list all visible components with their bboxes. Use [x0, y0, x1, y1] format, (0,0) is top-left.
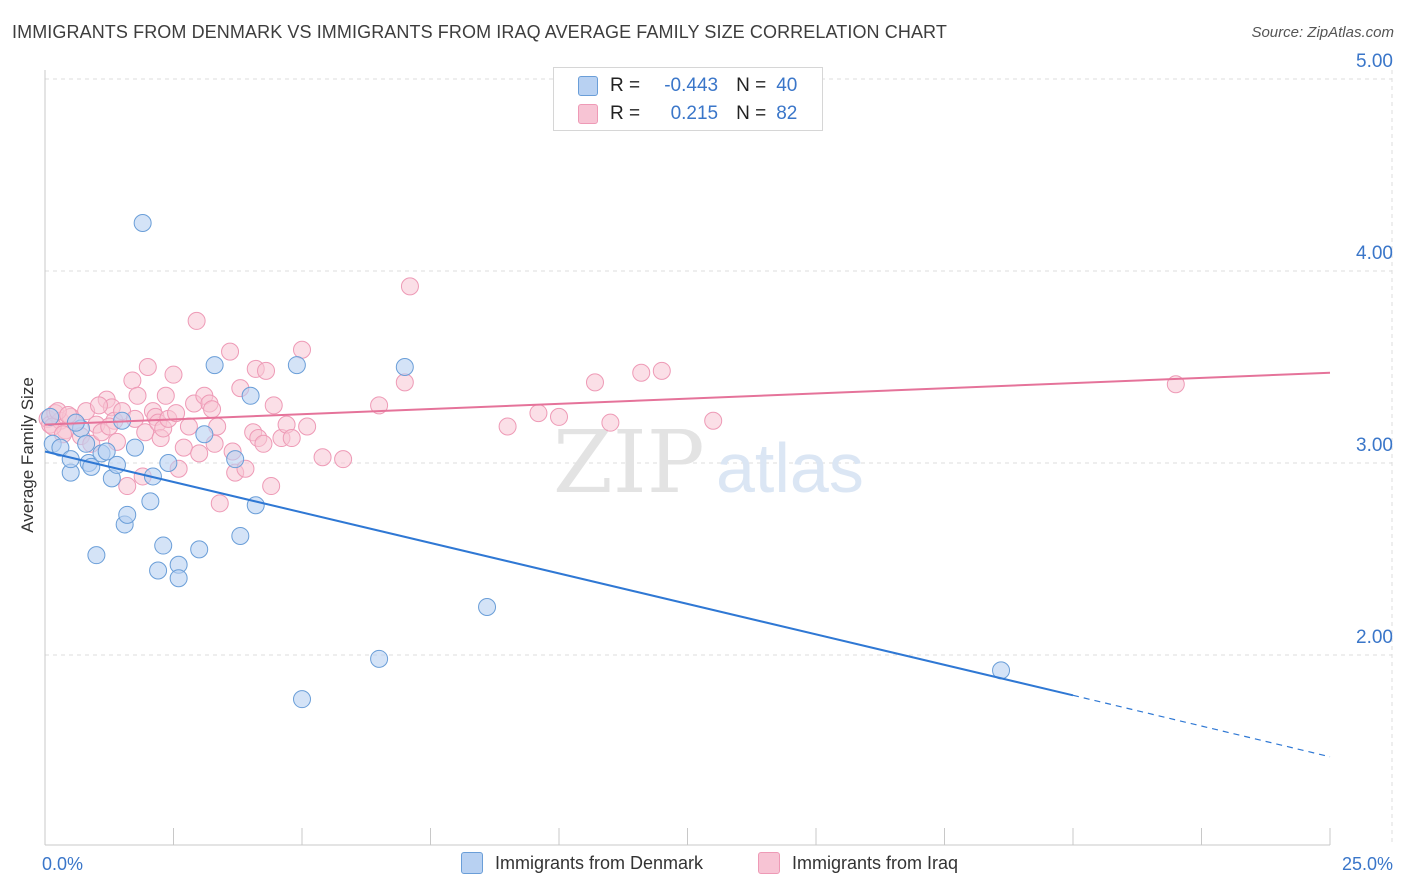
iraq-point-62 — [395, 373, 414, 392]
iraq-point-68 — [601, 413, 620, 432]
y-tick-label-3: 5.00 — [1356, 51, 1393, 72]
watermark: ZIP atlas — [553, 413, 864, 513]
denmark-trend-line — [44, 450, 1074, 697]
denmark-point-29 — [226, 450, 245, 469]
iraq-point-70 — [652, 361, 671, 380]
denmark-point-17 — [125, 438, 144, 457]
watermark-zip: ZIP — [553, 413, 705, 513]
y-tick-label-1: 3.00 — [1356, 435, 1393, 456]
trend-lines — [44, 371, 1331, 758]
iraq-point-79 — [190, 444, 209, 463]
denmark-point-34 — [293, 690, 311, 709]
x-tick-labels: 0.0% 25.0% — [42, 854, 1393, 874]
denmark-trend-extension — [1072, 694, 1331, 758]
legend-row-denmark: R = -0.443 N = 40 — [578, 73, 797, 99]
iraq-point-30 — [164, 365, 183, 384]
iraq-point-36 — [187, 311, 206, 330]
denmark-point-36 — [395, 358, 414, 376]
iraq-point-43 — [221, 342, 240, 361]
denmark-point-23 — [159, 454, 178, 472]
iraq-point-61 — [370, 396, 389, 415]
denmark-point-9 — [87, 546, 106, 565]
correlation-legend: R = -0.443 N = 40 R = 0.215 N = 82 — [553, 67, 823, 131]
legend-swatch-iraq — [578, 104, 598, 124]
bottom-legend-label-iraq: Immigrants from Iraq — [792, 852, 959, 873]
y-tick-label-0: 2.00 — [1356, 627, 1393, 648]
series-denmark-points — [41, 214, 1011, 709]
bottom-legend-label-denmark: Immigrants from Denmark — [495, 852, 704, 873]
y-axis-title: Average Family Size — [18, 377, 37, 533]
y-tick-labels: 2.00 3.00 4.00 5.00 — [1356, 51, 1393, 648]
chart-title: IMMIGRANTS FROM DENMARK VS IMMIGRANTS FR… — [12, 22, 947, 42]
iraq-point-34 — [179, 417, 198, 436]
iraq-point-65 — [529, 404, 548, 423]
iraq-point-80 — [254, 434, 273, 453]
x-tick-label-min: 0.0% — [42, 854, 83, 874]
denmark-point-31 — [241, 386, 260, 405]
iraq-point-64 — [498, 417, 517, 436]
denmark-point-28 — [205, 356, 224, 375]
legend-r-value-iraq: 0.215 — [670, 103, 719, 124]
source-label: Source: ZipAtlas.com — [1251, 24, 1394, 41]
iraq-point-58 — [298, 417, 317, 436]
iraq-trend-line — [44, 371, 1331, 426]
iraq-point-53 — [264, 396, 283, 415]
iraq-point-23 — [138, 358, 157, 376]
denmark-point-33 — [287, 356, 306, 375]
iraq-point-57 — [293, 340, 311, 359]
iraq-point-33 — [174, 438, 193, 457]
denmark-point-19 — [141, 492, 160, 511]
legend-n-label: N = — [736, 75, 767, 96]
iraq-point-52 — [262, 477, 281, 496]
denmark-point-22 — [154, 536, 173, 555]
legend-n-value-iraq: 82 — [776, 103, 798, 124]
denmark-point-11 — [97, 442, 116, 461]
denmark-point-37 — [478, 598, 497, 616]
denmark-point-6 — [77, 434, 96, 453]
denmark-point-25 — [169, 569, 188, 588]
iraq-point-66 — [550, 407, 568, 426]
bottom-legend-denmark: Immigrants from Denmark — [461, 852, 703, 874]
iraq-point-17 — [118, 477, 137, 496]
y-tick-label-2: 4.00 — [1356, 243, 1393, 264]
legend-r-label: R = — [610, 75, 641, 96]
iraq-point-67 — [585, 373, 604, 392]
denmark-point-30 — [231, 526, 250, 545]
legend-n-label: N = — [736, 103, 767, 124]
denmark-point-35 — [370, 649, 389, 668]
bottom-legend-iraq: Immigrants from Iraq — [758, 852, 958, 874]
iraq-point-51 — [257, 361, 276, 380]
denmark-point-18 — [133, 214, 152, 232]
iraq-point-71 — [704, 411, 723, 430]
legend-n-value-denmark: 40 — [776, 75, 798, 96]
iraq-point-63 — [400, 277, 419, 296]
iraq-point-77 — [89, 396, 108, 415]
iraq-point-22 — [136, 423, 155, 442]
iraq-point-78 — [156, 386, 175, 405]
denmark-point-21 — [149, 561, 168, 580]
legend-r-label: R = — [610, 103, 641, 124]
iraq-point-42 — [210, 494, 229, 513]
axes — [44, 70, 1331, 846]
iraq-point-20 — [128, 386, 147, 405]
watermark-atlas: atlas — [716, 429, 864, 507]
iraq-point-31 — [167, 404, 186, 423]
iraq-point-56 — [282, 429, 301, 448]
iraq-point-59 — [313, 448, 332, 467]
bottom-legend-swatch-denmark — [461, 852, 483, 874]
x-tick-label-max: 25.0% — [1342, 854, 1393, 874]
iraq-point-18 — [123, 371, 142, 390]
iraq-point-60 — [334, 450, 353, 469]
legend-row-iraq: R = 0.215 N = 82 — [578, 101, 797, 127]
iraq-point-69 — [632, 363, 651, 382]
legend-swatch-denmark — [578, 76, 598, 96]
denmark-point-16 — [118, 505, 137, 524]
legend-r-value-denmark: -0.443 — [664, 75, 719, 96]
iraq-point-39 — [203, 400, 222, 419]
bottom-legend-swatch-iraq — [758, 852, 780, 874]
denmark-point-27 — [195, 425, 214, 444]
denmark-point-26 — [190, 540, 209, 559]
denmark-point-0 — [41, 407, 60, 426]
